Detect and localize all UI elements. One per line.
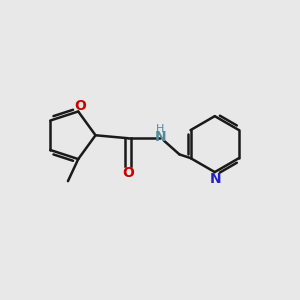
Text: N: N [210,172,221,186]
Text: H: H [156,124,164,134]
Text: N: N [154,130,166,144]
Text: O: O [74,99,85,112]
Text: O: O [122,166,134,180]
